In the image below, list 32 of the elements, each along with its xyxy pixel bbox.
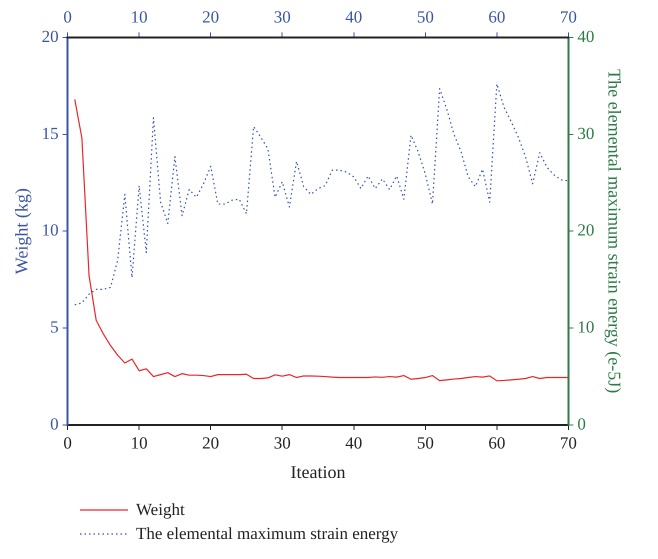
y-axis-title: Weight (kg) [12,188,32,274]
y2-tick-label: 20 [577,220,594,240]
x-tick-label: 40 [345,434,362,453]
legend-label: Weight [136,500,185,520]
line-series [74,83,568,306]
legend-label: The elemental maximum strain energy [136,524,398,544]
y2-tick-label: 30 [577,124,594,143]
y2-axis-title: The elemental maximum strain energy (e-5J) [604,69,624,394]
y2-tick-label: 10 [577,318,594,337]
x-tick-label: 0 [63,434,72,453]
x2-tick-label: 40 [345,8,362,27]
y-tick-label: 15 [42,124,59,143]
x-tick-label: 50 [416,434,434,453]
x2-tick-label: 0 [63,8,72,27]
y2-tick-label: 40 [577,26,594,46]
x-tick-label: 10 [130,434,148,453]
x-tick-label: 20 [202,434,220,453]
x2-tick-label: 60 [488,8,506,27]
x-tick-label: 30 [274,434,291,453]
y-tick-label: 20 [42,26,59,46]
x2-tick-label: 30 [274,8,291,27]
x2-tick-label: 50 [416,8,434,27]
x-axis-title: Iteation [290,462,346,482]
x-tick-label: 60 [488,434,506,453]
x2-tick-label: 20 [202,8,220,27]
y-tick-label: 10 [42,220,59,240]
x2-tick-label: 10 [130,8,148,27]
y-tick-label: 5 [50,318,59,337]
y2-tick-label: 0 [577,414,586,434]
x2-tick-label: 70 [560,8,577,27]
x-tick-label: 70 [560,434,577,453]
y-tick-label: 0 [50,414,59,434]
